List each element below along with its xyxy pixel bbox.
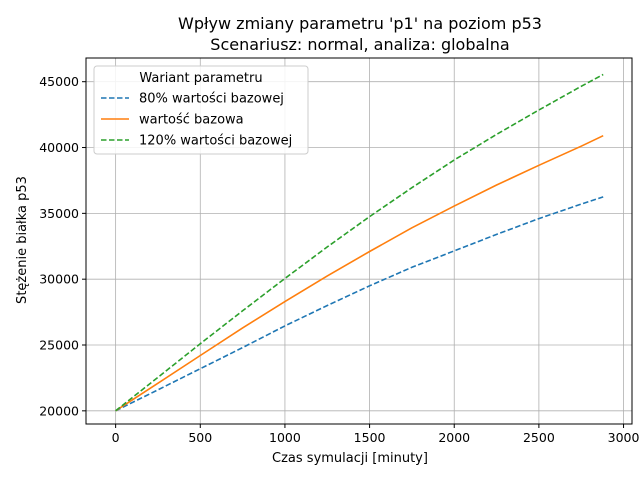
legend-title: Wariant parametru (139, 71, 262, 86)
y-tick-label: 30000 (39, 272, 79, 287)
legend-entry-label: wartość bazowa (139, 113, 244, 128)
series-layer (115, 73, 604, 412)
y-tick-label: 25000 (39, 338, 79, 353)
x-tick-label: 1500 (354, 430, 386, 445)
x-axis-label: Czas symulacji [minuty] (272, 451, 428, 466)
chart-subtitle: Scenariusz: normal, analiza: globalna (210, 35, 509, 54)
series-line-2 (115, 134, 604, 412)
y-axis-label: Stężenie białka p53 (15, 176, 30, 304)
x-tick-label: 1000 (269, 430, 301, 445)
y-tick-label: 35000 (39, 206, 79, 221)
series-line-3 (115, 73, 604, 412)
y-tick-label: 40000 (39, 140, 79, 155)
x-tick-label: 0 (112, 430, 120, 445)
legend-box (93, 65, 309, 155)
x-tick-label: 500 (188, 430, 212, 445)
legend: Wariant parametru 80% wartości bazowej wa… (93, 65, 309, 155)
plot-frame (85, 57, 633, 425)
x-tick-label: 2000 (438, 430, 470, 445)
legend-entry-label: 120% wartości bazowej (139, 134, 292, 149)
y-axis: 20000 25000 30000 35000 40000 45000 (39, 74, 86, 418)
series-line-1 (115, 196, 604, 412)
x-tick-label: 3000 (608, 430, 640, 445)
y-tick-label: 20000 (39, 403, 79, 418)
x-axis: 0 500 1000 1500 2000 2500 3000 (112, 424, 640, 445)
y-tick-label: 45000 (39, 74, 79, 89)
chart-title: Wpływ zmiany parametru 'p1' na poziom p5… (178, 14, 542, 33)
x-tick-label: 2500 (523, 430, 555, 445)
legend-entry-label: 80% wartości bazowej (139, 92, 284, 107)
